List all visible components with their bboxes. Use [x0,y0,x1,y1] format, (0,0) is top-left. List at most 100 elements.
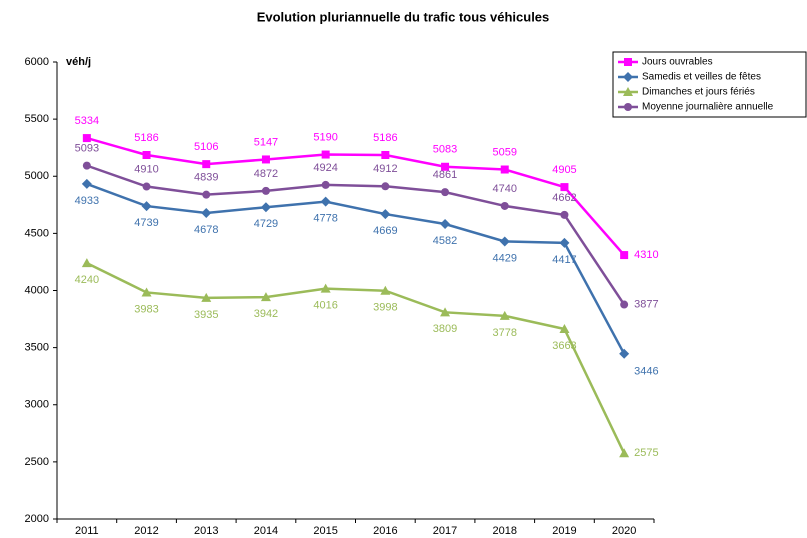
data-label: 3809 [433,323,457,335]
y-tick-label: 5500 [25,113,49,125]
marker [320,196,331,207]
marker [261,186,270,195]
data-label: 4240 [75,274,99,286]
data-label: 2575 [634,447,658,459]
x-tick-label: 2017 [433,525,457,537]
marker [261,155,270,164]
data-label: 4740 [493,183,517,195]
marker [500,165,509,174]
x-tick-label: 2016 [373,525,397,537]
data-label: 5093 [75,143,99,155]
data-label: 4905 [552,164,576,176]
marker [559,237,570,248]
y-tick-label: 3000 [25,399,49,411]
y-axis-label: véh/j [66,56,91,68]
data-label: 3935 [194,309,218,321]
marker [260,202,271,213]
data-label: 5147 [254,136,278,148]
data-label: 3446 [634,366,658,378]
data-label: 4729 [254,218,278,230]
legend-box [612,51,807,118]
x-tick-label: 2012 [134,525,158,537]
series-line [86,164,626,306]
x-tick-label: 2019 [552,525,576,537]
data-label: 4016 [313,300,337,312]
marker [560,183,569,192]
legend-label: Dimanches et jours fériés [642,87,755,98]
marker [623,72,633,82]
legend-label: Jours ouvrables [642,57,713,68]
marker [440,307,451,317]
data-label: 5186 [134,132,158,144]
marker [321,180,330,189]
data-label: 5190 [313,131,337,143]
data-label: 3877 [634,298,658,310]
marker [623,87,633,96]
data-label: 4861 [433,169,457,181]
data-label: 4582 [433,235,457,247]
data-label: 4778 [313,213,337,225]
data-label: 3983 [134,303,158,315]
data-label: 4910 [134,163,158,175]
marker [559,324,570,334]
series-line [86,182,626,355]
x-tick-label: 2018 [493,525,517,537]
marker [141,201,152,212]
y-tick-label: 6000 [25,56,49,68]
marker [441,188,450,197]
data-label: 3998 [373,302,397,314]
marker [321,150,330,159]
y-tick-label: 5000 [25,170,49,182]
marker [381,182,390,191]
data-label: 4417 [552,254,576,266]
marker [260,292,271,302]
y-tick-label: 2000 [25,513,49,525]
marker [81,178,92,189]
data-label: 4924 [313,162,337,174]
data-label: 3663 [552,340,576,352]
marker [440,219,451,230]
data-label: 4872 [254,168,278,180]
marker [82,134,91,143]
series-line [86,136,626,256]
marker [142,182,151,191]
y-tick-label: 4500 [25,227,49,239]
y-tick-label: 4000 [25,284,49,296]
marker [560,210,569,219]
x-tick-label: 2020 [612,525,636,537]
data-label: 3778 [493,327,517,339]
marker [82,161,91,170]
legend-label: Samedis et veilles de fêtes [642,72,761,83]
marker [620,251,629,260]
marker [381,150,390,159]
marker [380,285,391,295]
y-tick-label: 2500 [25,456,49,468]
x-tick-label: 2014 [254,525,278,537]
marker [142,150,151,159]
data-label: 4912 [373,163,397,175]
marker [81,258,92,268]
chart-title: Evolution pluriannuelle du trafic tous v… [257,9,550,24]
marker [141,287,152,297]
marker [499,236,510,247]
data-label: 5334 [75,115,99,127]
legend-label: Moyenne journalière annuelle [642,102,774,113]
marker [624,58,632,66]
data-label: 4669 [373,225,397,237]
data-label: 5059 [493,146,517,158]
marker [499,310,510,320]
data-label: 3942 [254,308,278,320]
marker [201,292,212,302]
marker [619,448,630,458]
data-label: 4933 [75,195,99,207]
data-label: 4310 [634,249,658,261]
data-label: 5083 [433,144,457,156]
series-line [86,261,626,454]
marker [202,190,211,199]
x-tick-label: 2011 [75,525,99,537]
marker [201,208,212,219]
marker [320,283,331,293]
data-label: 4429 [493,252,517,264]
